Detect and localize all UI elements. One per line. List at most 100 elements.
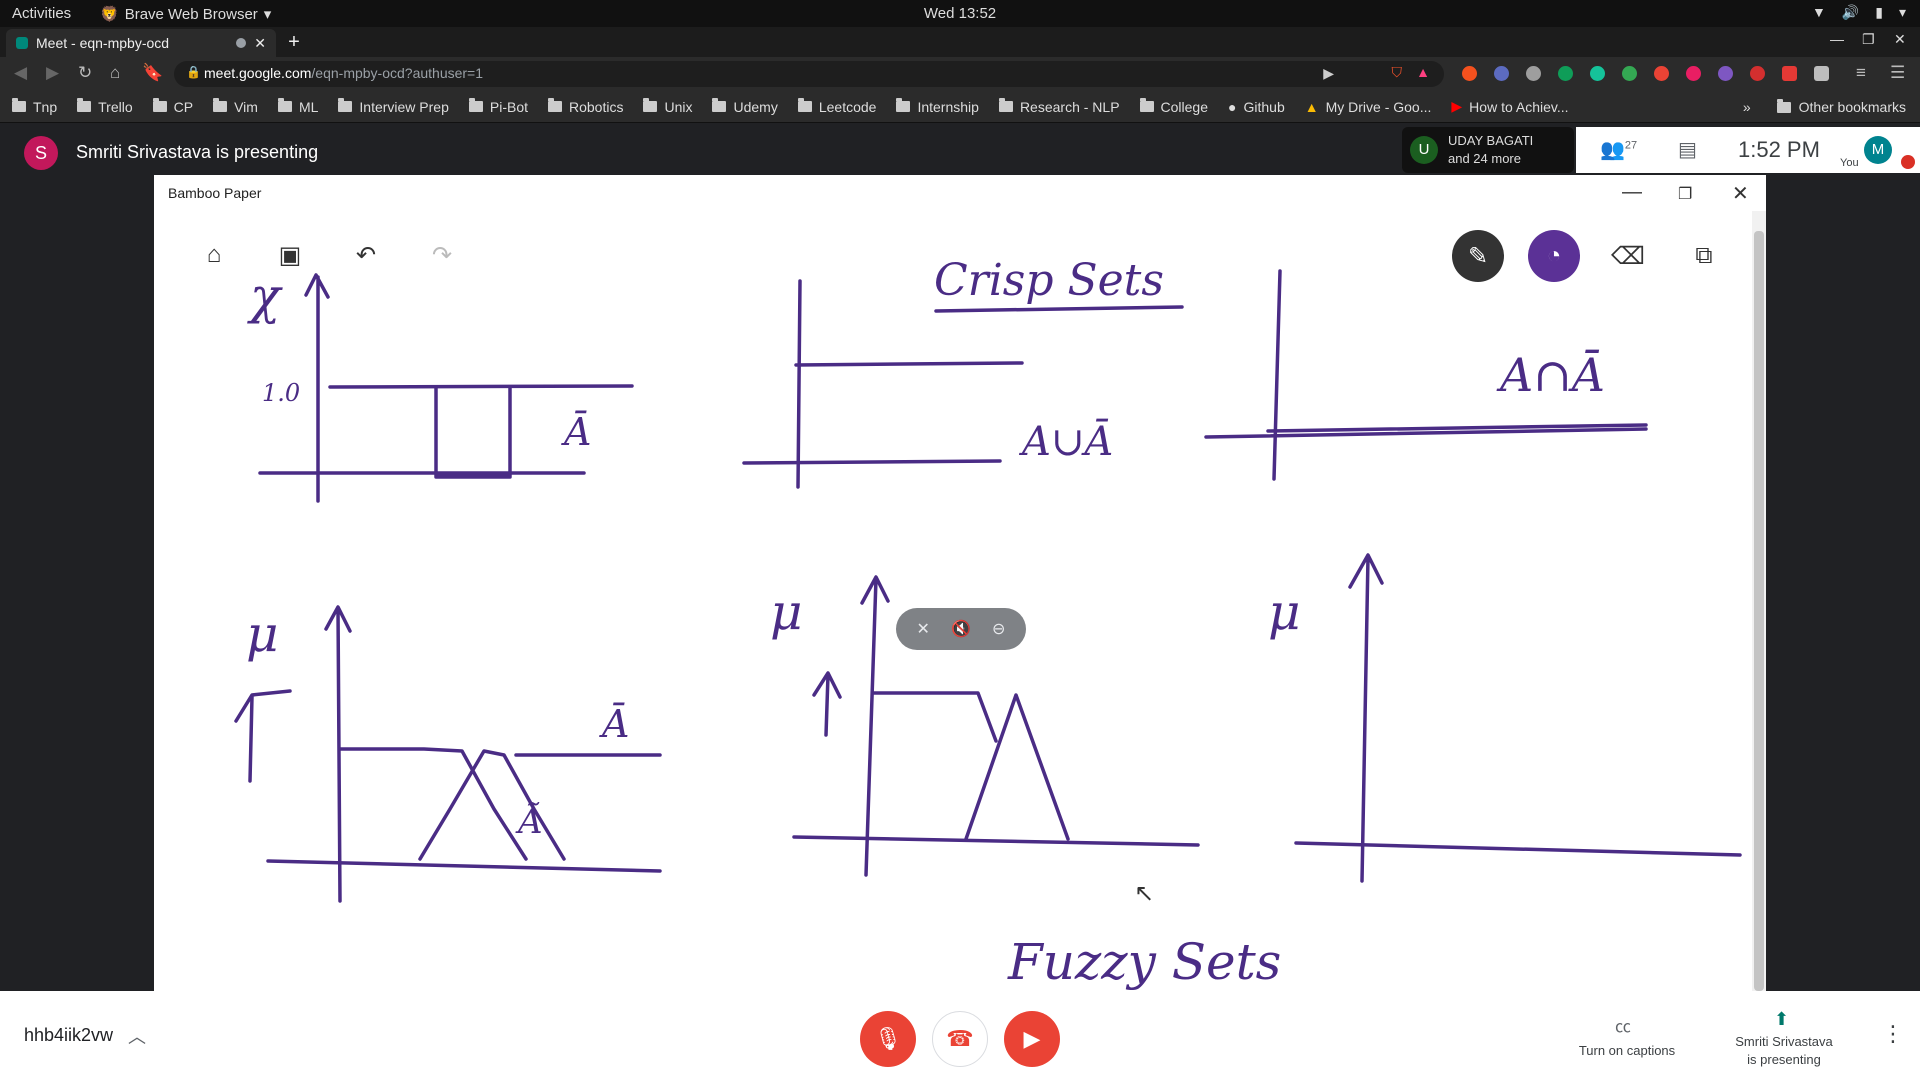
chevron-up-icon[interactable]: ︿ <box>128 1027 146 1047</box>
other-bookmarks[interactable]: » Other bookmarks <box>1742 98 1906 115</box>
grammarly-icon[interactable] <box>1590 66 1605 81</box>
scrollbar-thumb[interactable] <box>1754 231 1764 991</box>
bookmark-folder[interactable]: Udemy <box>712 98 778 115</box>
crisp-line <box>328 384 634 389</box>
more-options-icon[interactable]: ⋮ <box>1882 1021 1904 1046</box>
tab-meet[interactable]: Meet - eqn-mpby-ocd ✕ <box>6 29 276 57</box>
drawing-canvas[interactable]: Crisp Sets Fuzzy Sets χ 1.0 Ā A∪Ā A∩Ā μ … <box>154 211 1752 991</box>
axis-y <box>1272 269 1282 481</box>
back-button[interactable]: ◀ <box>14 63 28 82</box>
image-icon[interactable]: ▣ <box>278 241 302 269</box>
label-a-bar: Ā <box>599 702 629 746</box>
leave-call-button[interactable]: ☎ <box>932 1011 988 1067</box>
address-bar[interactable]: 🔒 meet.google.com/eqn-mpby-ocd?authuser=… <box>174 61 1444 87</box>
canvas-scrollbar[interactable] <box>1752 211 1766 991</box>
folder-icon <box>896 98 911 112</box>
extension-icon[interactable] <box>1718 66 1733 81</box>
presenter-status-pill[interactable]: ✕ 🔇 ⊖ <box>896 608 1026 650</box>
extension-icon[interactable] <box>1494 66 1509 81</box>
bookmark-folder[interactable]: Interview Prep <box>338 98 449 115</box>
axis-x <box>1294 841 1742 857</box>
menu-icon[interactable]: ☰ <box>1890 63 1906 82</box>
bookmark-folder[interactable]: ML <box>277 98 318 115</box>
label-mu: μ <box>1268 583 1301 641</box>
github-icon: ● <box>1228 98 1237 115</box>
url-host: meet.google.com <box>204 65 312 81</box>
presenting-label[interactable]: Smriti Srivastava is presenting <box>1735 1034 1833 1067</box>
label-a-bar: Ā <box>561 410 591 454</box>
brush-tool-icon[interactable]: ◔ <box>1528 230 1580 282</box>
brave-rewards-icon[interactable]: ▲ <box>1416 64 1430 80</box>
extension-icon[interactable] <box>1686 66 1701 81</box>
app-name: Brave Web Browser <box>124 5 258 23</box>
pin-off-icon[interactable]: ✕ <box>916 621 930 638</box>
bookmark-github[interactable]: ● Github <box>1228 98 1285 115</box>
remove-icon[interactable]: ⊖ <box>992 621 1006 638</box>
meeting-code[interactable]: hhb4iik2vw <box>24 1025 114 1045</box>
extension-icon[interactable] <box>1558 66 1573 81</box>
forward-button[interactable]: ▶ <box>46 63 60 82</box>
bookmark-folder[interactable]: Tnp <box>12 98 57 115</box>
redo-icon[interactable]: ↷ <box>431 241 453 269</box>
home-icon[interactable]: ⌂ <box>206 241 222 268</box>
eraser-icon[interactable]: ⌫ <box>1611 242 1645 270</box>
bookmark-folder[interactable]: Trello <box>77 98 133 115</box>
folder-icon <box>1139 98 1154 112</box>
system-tray[interactable]: ▼ 🔊 ▮ ▾ <box>1812 4 1906 21</box>
presenter-avatar: S <box>24 136 58 170</box>
bookmark-folder[interactable]: Robotics <box>548 98 623 115</box>
undo-icon[interactable]: ↶ <box>355 241 377 269</box>
bookmark-folder[interactable]: Unix <box>643 98 692 115</box>
brave-shields-icon[interactable]: ⛉ <box>1391 64 1403 80</box>
arrow-up <box>234 689 292 783</box>
bookmark-folder[interactable]: Vim <box>213 98 258 115</box>
chat-button[interactable]: ▤ <box>1678 139 1697 161</box>
more-bookmarks-button[interactable]: » <box>1742 99 1751 115</box>
app-menu[interactable]: 🦁 Brave Web Browser ▾ <box>100 5 271 24</box>
new-tab-button[interactable]: + <box>288 31 300 53</box>
people-button[interactable]: 👥27 <box>1600 139 1638 161</box>
extension-icon[interactable] <box>1654 66 1669 81</box>
captions-icon[interactable]: ㏄ <box>1615 1019 1632 1036</box>
extension-icon[interactable] <box>1750 66 1765 81</box>
bookmark-folder[interactable]: College <box>1139 98 1208 115</box>
close-tab-icon[interactable]: ✕ <box>254 34 266 51</box>
extension-icon[interactable] <box>1622 66 1637 81</box>
close-window-button[interactable]: ✕ <box>1894 31 1906 47</box>
bookmark-folder[interactable]: CP <box>152 98 193 115</box>
microphone-off-button[interactable]: 🎙 <box>860 1011 916 1067</box>
camera-off-button[interactable]: ▶ <box>1004 1011 1060 1067</box>
pen-tool-icon[interactable]: ✎ <box>1452 230 1504 282</box>
minimize-window-button[interactable]: — <box>1830 31 1844 47</box>
reload-button[interactable]: ↻ <box>78 63 93 82</box>
participant-tile[interactable]: U UDAY BAGATI and 24 more <box>1402 127 1574 173</box>
presenting-text: Smriti Srivastava is presenting <box>76 142 319 162</box>
minimize-icon[interactable]: — <box>1622 181 1642 203</box>
bookmark-drive[interactable]: ▲ My Drive - Goo... <box>1304 98 1432 115</box>
volume-off-icon[interactable]: 🔇 <box>951 621 971 638</box>
extension-icon[interactable] <box>1814 66 1829 81</box>
home-button[interactable]: ⌂ <box>110 63 121 82</box>
playlist-icon[interactable]: ≡ <box>1856 63 1866 82</box>
bookmark-youtube[interactable]: ▶ How to Achiev... <box>1451 98 1569 115</box>
battery-icon: ▮ <box>1875 4 1883 20</box>
bookmark-folder[interactable]: Leetcode <box>797 98 876 115</box>
present-icon[interactable]: ⬆ <box>1774 1009 1790 1029</box>
restore-icon[interactable]: ❐ <box>1678 186 1693 203</box>
extension-icon[interactable] <box>1462 66 1477 81</box>
captions-button[interactable]: Turn on captions <box>1578 1043 1676 1058</box>
folder-icon <box>277 98 292 112</box>
extension-icon[interactable] <box>1526 66 1541 81</box>
camera-in-use-icon[interactable]: ▶ <box>1323 65 1334 81</box>
bookmark-folder[interactable]: Pi-Bot <box>468 98 528 115</box>
bookmark-folder[interactable]: Internship <box>896 98 979 115</box>
bookmark-folder[interactable]: Research - NLP <box>998 98 1120 115</box>
crop-icon[interactable]: ⧉ <box>1695 242 1713 269</box>
bookmark-page-button[interactable]: 🔖 <box>142 63 164 82</box>
system-clock[interactable]: Wed 13:52 <box>923 5 997 22</box>
activities-button[interactable]: Activities <box>12 5 72 22</box>
close-icon[interactable]: ✕ <box>1732 183 1749 205</box>
calendar-extension-icon[interactable] <box>1782 66 1797 81</box>
folder-icon <box>468 98 483 112</box>
restore-window-button[interactable]: ❐ <box>1862 31 1875 47</box>
